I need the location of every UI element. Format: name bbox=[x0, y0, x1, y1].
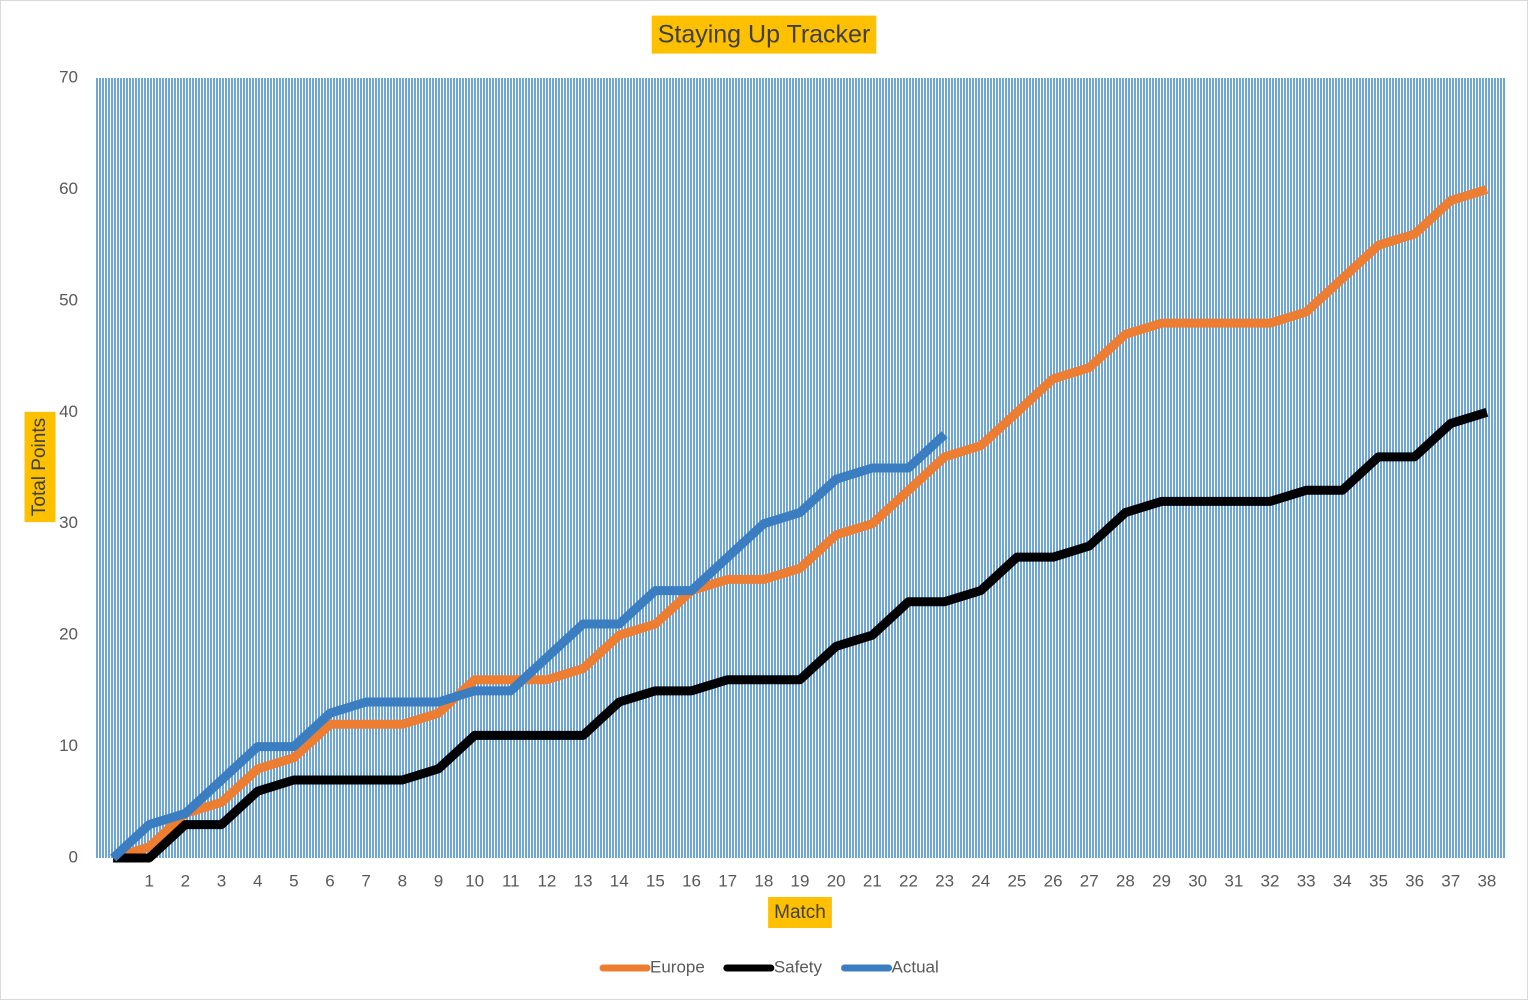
x-tick-label: 6 bbox=[325, 871, 334, 890]
series-line bbox=[110, 431, 948, 862]
x-tick-label: 15 bbox=[646, 871, 665, 890]
x-tick-label: 17 bbox=[718, 871, 737, 890]
y-tick-label: 20 bbox=[59, 625, 78, 644]
x-tick-label: 9 bbox=[434, 871, 443, 890]
legend-label: Safety bbox=[774, 957, 823, 976]
x-tick-label: 11 bbox=[502, 871, 520, 890]
x-tick-label: 29 bbox=[1152, 871, 1171, 890]
x-tick-label: 27 bbox=[1080, 871, 1099, 890]
x-tick-label: 23 bbox=[935, 871, 954, 890]
x-tick-label: 35 bbox=[1369, 871, 1388, 890]
y-tick-label: 10 bbox=[59, 736, 78, 755]
x-tick-label: 25 bbox=[1007, 871, 1026, 890]
x-tick-label: 36 bbox=[1405, 871, 1424, 890]
x-tick-label: 24 bbox=[971, 871, 990, 890]
x-tick-label: 30 bbox=[1188, 871, 1207, 890]
x-tick-label: 2 bbox=[181, 871, 190, 890]
x-tick-label: 4 bbox=[253, 871, 262, 890]
x-tick-label: 32 bbox=[1261, 871, 1280, 890]
title-box bbox=[651, 15, 877, 54]
legend-label: Europe bbox=[650, 957, 705, 976]
x-tick-label: 20 bbox=[827, 871, 846, 890]
x-tick-label: 13 bbox=[574, 871, 593, 890]
x-tick-label: 34 bbox=[1333, 871, 1352, 890]
x-tick-label: 18 bbox=[754, 871, 773, 890]
y-axis-label: Total Points bbox=[29, 418, 50, 516]
x-tick-label: 7 bbox=[361, 871, 370, 890]
x-tick-label: 12 bbox=[537, 871, 556, 890]
x-tick-label: 16 bbox=[682, 871, 701, 890]
x-tick-label: 14 bbox=[610, 871, 629, 890]
x-tick-label: 19 bbox=[791, 871, 810, 890]
x-tick-label: 38 bbox=[1477, 871, 1496, 890]
x-axis-label: Match bbox=[774, 902, 826, 923]
x-tick-label: 31 bbox=[1224, 871, 1243, 890]
x-tick-label: 22 bbox=[899, 871, 918, 890]
chart-title: Staying Up Tracker bbox=[658, 21, 871, 49]
x-tick-label: 8 bbox=[398, 871, 407, 890]
legend-label: Actual bbox=[892, 957, 939, 976]
y-tick-label: 40 bbox=[59, 402, 78, 421]
x-tick-label: 28 bbox=[1116, 871, 1135, 890]
x-tick-label: 1 bbox=[144, 871, 153, 890]
x-tick-label: 33 bbox=[1297, 871, 1316, 890]
y-tick-label: 0 bbox=[69, 847, 78, 866]
x-tick-label: 21 bbox=[863, 871, 882, 890]
y-tick-label: 60 bbox=[59, 179, 78, 198]
y-tick-label: 30 bbox=[59, 513, 78, 532]
x-tick-label: 26 bbox=[1044, 871, 1063, 890]
series-line bbox=[113, 407, 1489, 863]
x-tick-label: 5 bbox=[289, 871, 298, 890]
x-tick-label: 37 bbox=[1441, 871, 1460, 890]
series-line bbox=[111, 185, 1489, 863]
x-label-box bbox=[768, 897, 832, 929]
y-label-box bbox=[24, 411, 56, 523]
x-tick-label: 10 bbox=[465, 871, 484, 890]
y-tick-label: 70 bbox=[59, 67, 78, 86]
x-tick-label: 3 bbox=[217, 871, 226, 890]
y-tick-label: 50 bbox=[59, 290, 78, 309]
